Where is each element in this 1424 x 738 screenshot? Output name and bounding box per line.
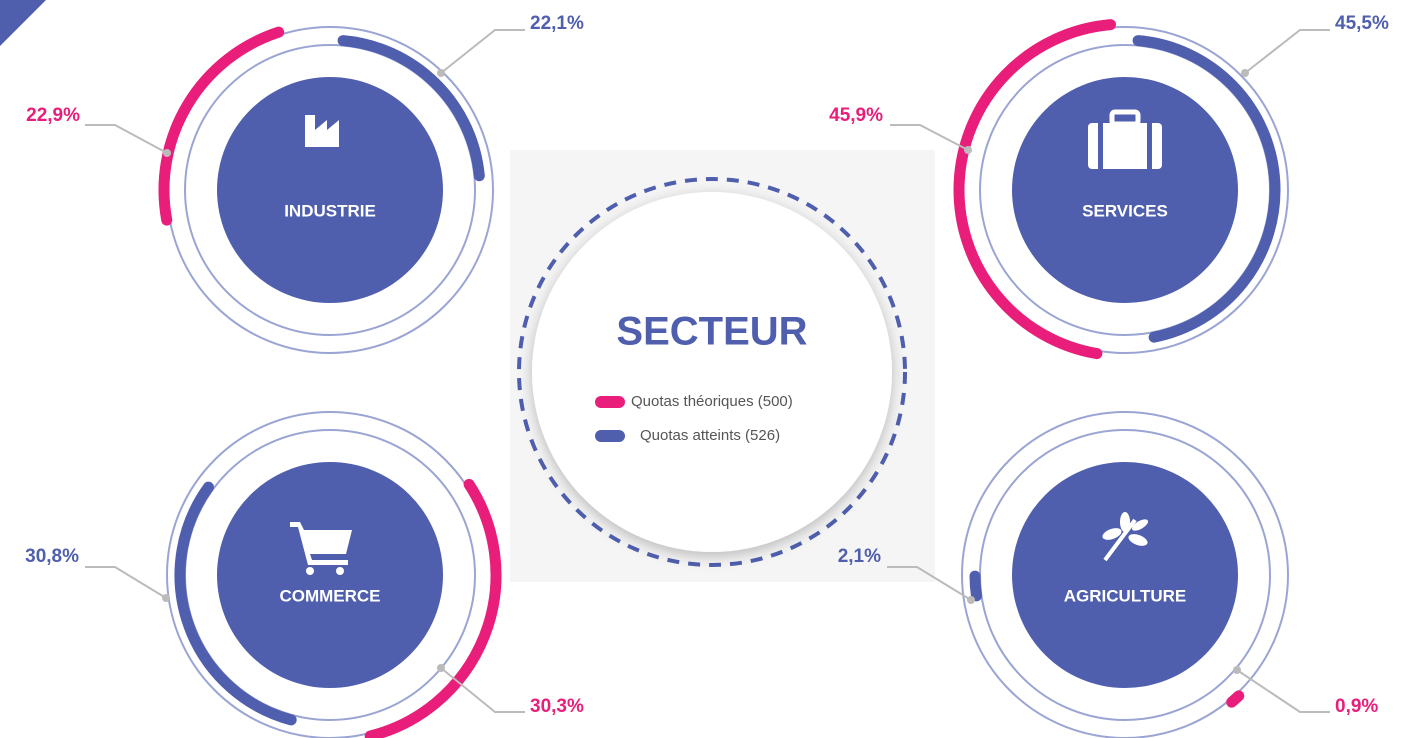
title: SECTEUR xyxy=(616,310,807,354)
leader-dot xyxy=(437,664,445,672)
dashed-ring xyxy=(517,177,907,567)
legend-swatch xyxy=(595,396,625,408)
value-label: 30,3% xyxy=(530,696,584,717)
category-label: COMMERCE xyxy=(279,586,380,605)
leader-dot xyxy=(1241,69,1249,77)
leader-line xyxy=(85,566,167,599)
leader-line xyxy=(85,124,168,154)
leader-dot xyxy=(163,149,171,157)
corner-triangle xyxy=(0,0,46,46)
value-label: 2,1% xyxy=(838,546,881,567)
value-label: 22,9% xyxy=(26,105,80,126)
quota-arc xyxy=(953,19,1117,360)
center-disc xyxy=(532,192,892,552)
leader-line xyxy=(1244,29,1330,74)
cart-icon xyxy=(290,522,352,575)
quota-arc xyxy=(158,26,285,226)
inner-ring xyxy=(184,44,476,336)
value-label: 45,5% xyxy=(1335,13,1389,34)
legend-label: Quotas atteints (526) xyxy=(640,427,780,444)
category-disc xyxy=(217,462,443,688)
quota-arc xyxy=(174,481,297,726)
category-label: SERVICES xyxy=(1082,201,1168,220)
value-label: 45,9% xyxy=(829,105,883,126)
leader-dot xyxy=(964,146,972,154)
leaf-icon xyxy=(1102,512,1149,562)
outer-ring xyxy=(961,411,1289,738)
leader-line xyxy=(890,124,969,151)
quota-arc xyxy=(1132,35,1281,343)
legend-swatch xyxy=(595,430,625,442)
quota-arc xyxy=(337,35,485,182)
briefcase-icon xyxy=(1088,109,1162,169)
quota-arc xyxy=(1226,690,1245,708)
leader-dot xyxy=(1233,666,1241,674)
leader-line xyxy=(440,29,525,74)
category-label: INDUSTRIE xyxy=(284,201,376,220)
leader-dot xyxy=(967,596,975,604)
category-disc xyxy=(1012,77,1238,303)
category-disc xyxy=(217,77,443,303)
leader-line xyxy=(887,566,972,601)
leader-dot xyxy=(437,69,445,77)
value-label: 22,1% xyxy=(530,13,584,34)
value-label: 30,8% xyxy=(25,546,79,567)
category-label: AGRICULTURE xyxy=(1064,586,1186,605)
quota-arc xyxy=(969,570,982,602)
factory-icon xyxy=(305,115,339,147)
leader-line xyxy=(440,667,525,713)
leader-line xyxy=(1236,669,1330,713)
category-disc xyxy=(1012,462,1238,688)
value-label: 0,9% xyxy=(1335,696,1378,717)
leader-dot xyxy=(162,594,170,602)
quota-arc xyxy=(364,478,502,738)
legend-label: Quotas théoriques (500) xyxy=(631,393,793,410)
